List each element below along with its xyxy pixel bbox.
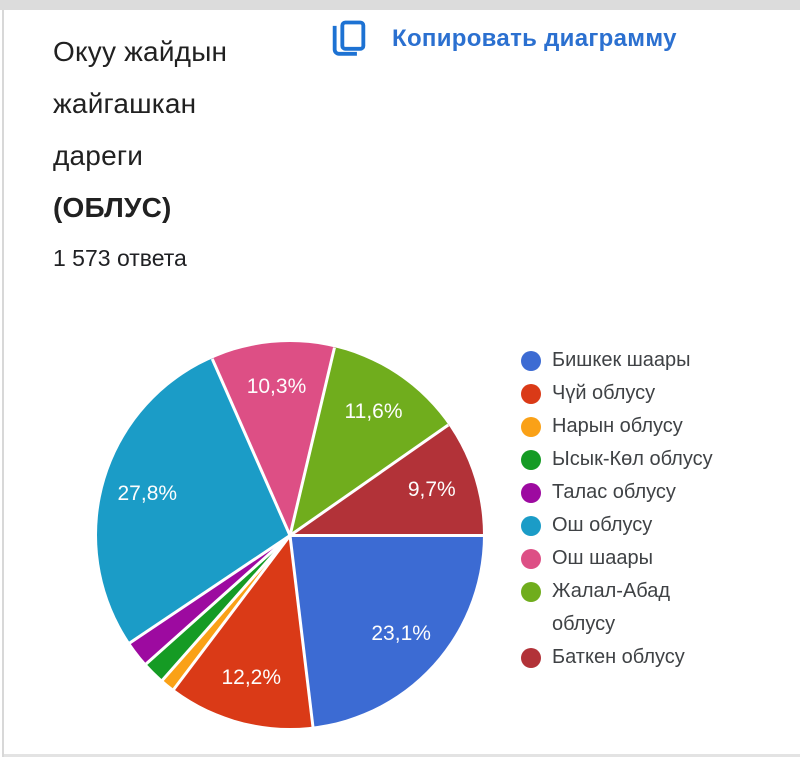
legend-color-dot	[521, 482, 541, 503]
legend-item: Ош шаары	[521, 542, 771, 575]
legend-label: Ош шаары	[552, 547, 653, 569]
card-left-border	[2, 10, 4, 757]
legend-color-dot	[521, 350, 541, 371]
legend-color-dot	[521, 581, 541, 602]
responses-count: 1 573 ответа	[53, 245, 187, 271]
legend-item: Ош облусу	[521, 509, 771, 542]
question-title-bold: (ОБЛУС)	[53, 192, 172, 223]
legend-color-dot	[521, 548, 541, 569]
question-title-line: дареги	[53, 140, 144, 171]
legend-label: Чүй облусу	[552, 382, 656, 404]
question-title-line: Окуу жайдын	[53, 36, 228, 67]
legend-item: Чүй облусу	[521, 377, 771, 410]
slice-percentage-label: 23,1%	[371, 621, 431, 645]
copy-icon	[328, 17, 368, 60]
legend-label: Жалал-Абад облусу	[552, 580, 671, 635]
legend-item: Жалал-Абад облусу	[521, 575, 771, 641]
copy-button-label: Копировать диаграмму	[392, 24, 677, 52]
legend-label: Ош облусу	[552, 514, 653, 536]
legend: Бишкек шаары Чүй облусу Нарын облусу Ысык-К…	[521, 344, 771, 674]
slice-percentage-label: 12,2%	[221, 666, 282, 690]
legend-color-dot	[521, 515, 541, 536]
card-bottom-border	[4, 754, 800, 757]
slice-percentage-label: 27,8%	[117, 481, 178, 505]
legend-label: Талас облусу	[552, 481, 676, 503]
legend-color-dot	[521, 647, 541, 668]
legend-item: Нарын облусу	[521, 410, 771, 443]
slice-percentage-label: 10,3%	[246, 375, 307, 398]
legend-label: Бишкек шаары	[552, 349, 691, 371]
question-title: Окуу жайдын жайгашкан дареги (ОБЛУС)	[53, 26, 227, 234]
legend-color-dot	[521, 449, 541, 470]
legend-label: Баткен облусу	[552, 646, 685, 668]
legend-color-dot	[521, 383, 541, 404]
pie-chart-area: 23,1% 12,2% 27,8% 10,3% 11,6% 9,7%	[97, 342, 483, 728]
legend-item: Талас облусу	[521, 476, 771, 509]
slice-percentage-label: 11,6%	[344, 400, 403, 424]
copy-chart-button[interactable]: Копировать диаграмму	[328, 17, 677, 60]
slice-separator	[290, 533, 483, 537]
legend-color-dot	[521, 416, 541, 437]
slice-percentage-label: 9,7%	[407, 478, 456, 502]
legend-item: Ысык-Көл облусу	[521, 443, 771, 476]
legend-label: Ысык-Көл облусу	[552, 448, 713, 470]
page-top-strip	[0, 0, 800, 10]
legend-item: Баткен облусу	[521, 641, 771, 674]
legend-item: Бишкек шаары	[521, 344, 771, 377]
legend-label: Нарын облусу	[552, 415, 683, 437]
question-title-line: жайгашкан	[53, 88, 197, 119]
